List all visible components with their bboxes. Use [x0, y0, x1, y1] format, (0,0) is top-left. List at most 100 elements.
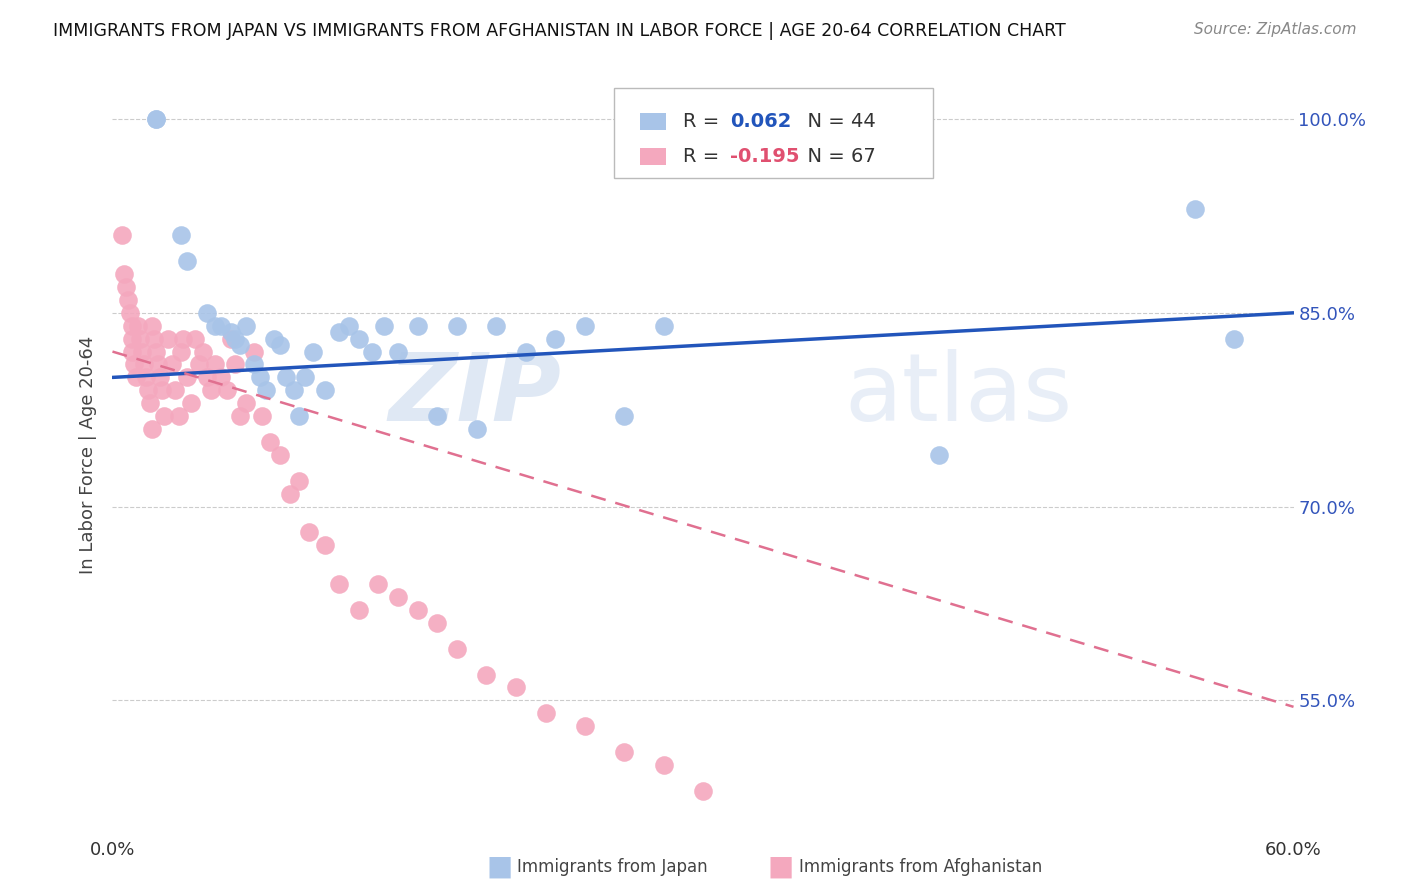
Point: [125, 370, 148, 384]
Point: [195, 370, 218, 384]
Bar: [640, 148, 666, 165]
Point: [1223, 332, 1246, 346]
Point: [169, 409, 191, 424]
Point: [180, 396, 202, 410]
Point: [263, 332, 285, 346]
Point: [406, 603, 429, 617]
Point: [172, 332, 194, 346]
Point: [142, 332, 165, 346]
Point: [259, 435, 281, 450]
Text: R =: R =: [683, 112, 725, 131]
Point: [229, 338, 252, 352]
Point: [209, 370, 232, 384]
Point: [165, 384, 187, 398]
Point: [204, 318, 226, 333]
Point: [176, 254, 198, 268]
Point: [294, 370, 316, 384]
Point: [129, 332, 152, 346]
Point: [224, 358, 246, 372]
Point: [209, 318, 232, 333]
Text: ■: ■: [768, 853, 793, 881]
Point: [361, 344, 384, 359]
Text: ■: ■: [486, 853, 512, 881]
Point: [145, 112, 167, 126]
Point: [139, 396, 162, 410]
Text: N = 67: N = 67: [796, 147, 876, 166]
Point: [928, 448, 950, 462]
Point: [269, 448, 291, 462]
Point: [534, 706, 557, 721]
Point: [188, 358, 211, 372]
Point: [613, 745, 636, 759]
Point: [121, 344, 143, 359]
Point: [446, 641, 468, 656]
Point: [347, 332, 370, 346]
Point: [117, 293, 139, 307]
Point: [544, 332, 567, 346]
Point: [475, 667, 498, 681]
Point: [465, 422, 488, 436]
Point: [200, 384, 222, 398]
Point: [387, 344, 409, 359]
Text: R =: R =: [683, 147, 725, 166]
Point: [141, 318, 163, 333]
Point: [121, 318, 143, 333]
Point: [235, 396, 257, 410]
Point: [426, 615, 449, 630]
Point: [515, 344, 537, 359]
Text: ZIP: ZIP: [388, 349, 561, 441]
Point: [121, 332, 143, 346]
Point: [254, 384, 277, 398]
FancyBboxPatch shape: [614, 87, 934, 178]
Point: [692, 784, 714, 798]
Point: [652, 318, 675, 333]
Point: [115, 280, 138, 294]
Point: [152, 409, 174, 424]
Point: [302, 344, 325, 359]
Point: [224, 332, 246, 346]
Point: [112, 267, 135, 281]
Point: [127, 318, 149, 333]
Point: [751, 887, 773, 892]
Point: [574, 318, 596, 333]
Point: [373, 318, 395, 333]
Point: [574, 887, 596, 892]
Point: [396, 887, 419, 892]
Point: [229, 409, 252, 424]
Point: [274, 370, 297, 384]
Point: [426, 409, 449, 424]
Point: [146, 358, 169, 372]
Point: [132, 358, 155, 372]
Point: [145, 112, 167, 126]
Point: [219, 332, 242, 346]
Point: [314, 384, 336, 398]
Point: [1184, 202, 1206, 217]
Point: [215, 384, 238, 398]
Point: [269, 338, 291, 352]
Point: [191, 344, 214, 359]
Point: [120, 306, 142, 320]
Point: [613, 409, 636, 424]
Point: [122, 358, 145, 372]
Point: [150, 384, 173, 398]
Point: [298, 525, 321, 540]
Point: [156, 332, 179, 346]
Point: [204, 358, 226, 372]
Point: [184, 332, 207, 346]
Point: [149, 370, 172, 384]
Point: [160, 358, 183, 372]
Point: [170, 228, 193, 243]
Point: [219, 325, 242, 339]
Point: [136, 384, 159, 398]
Point: [243, 344, 266, 359]
Point: [243, 358, 266, 372]
Point: [328, 577, 350, 591]
Point: [652, 758, 675, 772]
Point: [288, 409, 311, 424]
Text: N = 44: N = 44: [796, 112, 876, 131]
Point: [141, 422, 163, 436]
Point: [505, 681, 527, 695]
Point: [574, 719, 596, 733]
Text: Immigrants from Japan: Immigrants from Japan: [517, 858, 709, 876]
Bar: [640, 113, 666, 129]
